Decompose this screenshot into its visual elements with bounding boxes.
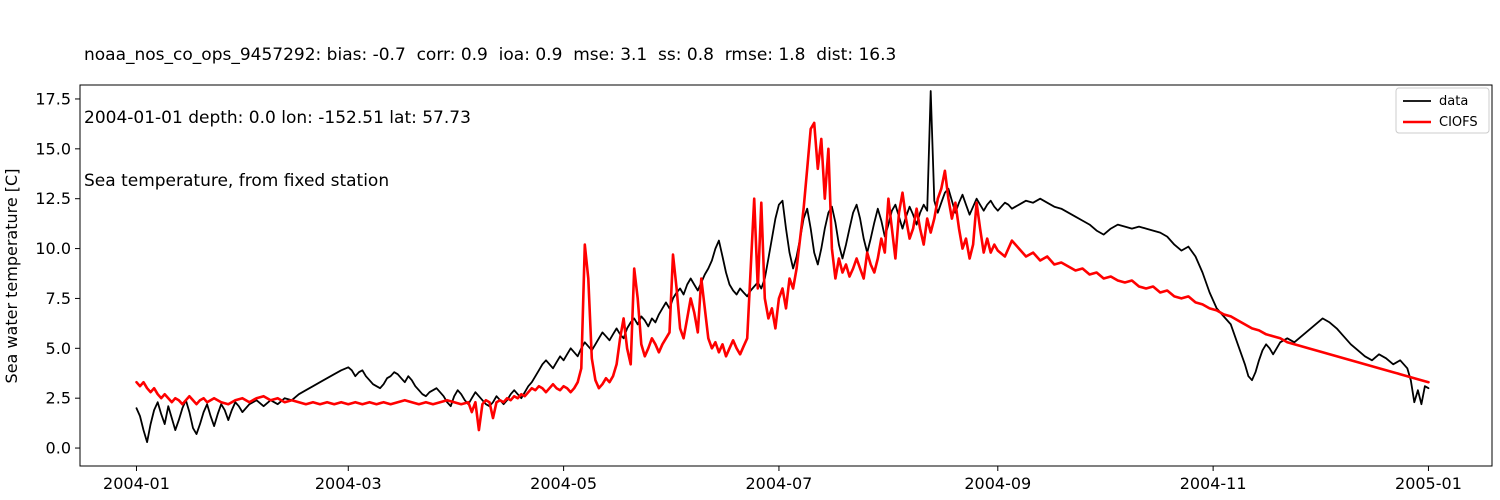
title-line-station-meta: 2004-01-01 depth: 0.0 lon: -152.51 lat: … [84,108,471,128]
y-axis-label: Sea water temperature [C] [2,169,21,384]
y-tick-label: 17.5 [35,89,71,108]
title-line-stats: noaa_nos_co_ops_9457292: bias: -0.7 corr… [84,45,897,65]
plot-titles: noaa_nos_co_ops_9457292: bias: -0.7 corr… [84,3,896,234]
x-tick-label: 2004-11 [1180,474,1247,493]
y-tick-label: 5.0 [46,339,71,358]
x-tick-label: 2004-09 [964,474,1031,493]
legend: data CIOFS [1395,87,1490,134]
x-tick-label: 2004-07 [746,474,813,493]
axes-frame [79,84,1493,467]
y-tick-label: 0.0 [46,439,71,458]
y-tick-label: 7.5 [46,289,71,308]
x-tick-label: 2004-01 [103,474,170,493]
series-line-ciofs [135,121,1430,432]
plot-area: 2004-01 2004-03 2004-05 2004-07 2004-09 2004-… [35,84,1493,493]
y-tick-label: 10.0 [35,239,71,258]
legend-label-data: data [1439,94,1468,109]
legend-label-ciofs: CIOFS [1439,115,1478,130]
y-tick-label: 2.5 [46,389,71,408]
series-line-data [135,90,1430,443]
y-tick-label: 12.5 [35,189,71,208]
y-tick-label: 15.0 [35,139,71,158]
x-tick-label: 2004-03 [315,474,382,493]
title-line-description: Sea temperature, from fixed station [84,171,390,191]
x-tick-label: 2005-01 [1395,474,1462,493]
x-tick-label: 2004-05 [530,474,597,493]
